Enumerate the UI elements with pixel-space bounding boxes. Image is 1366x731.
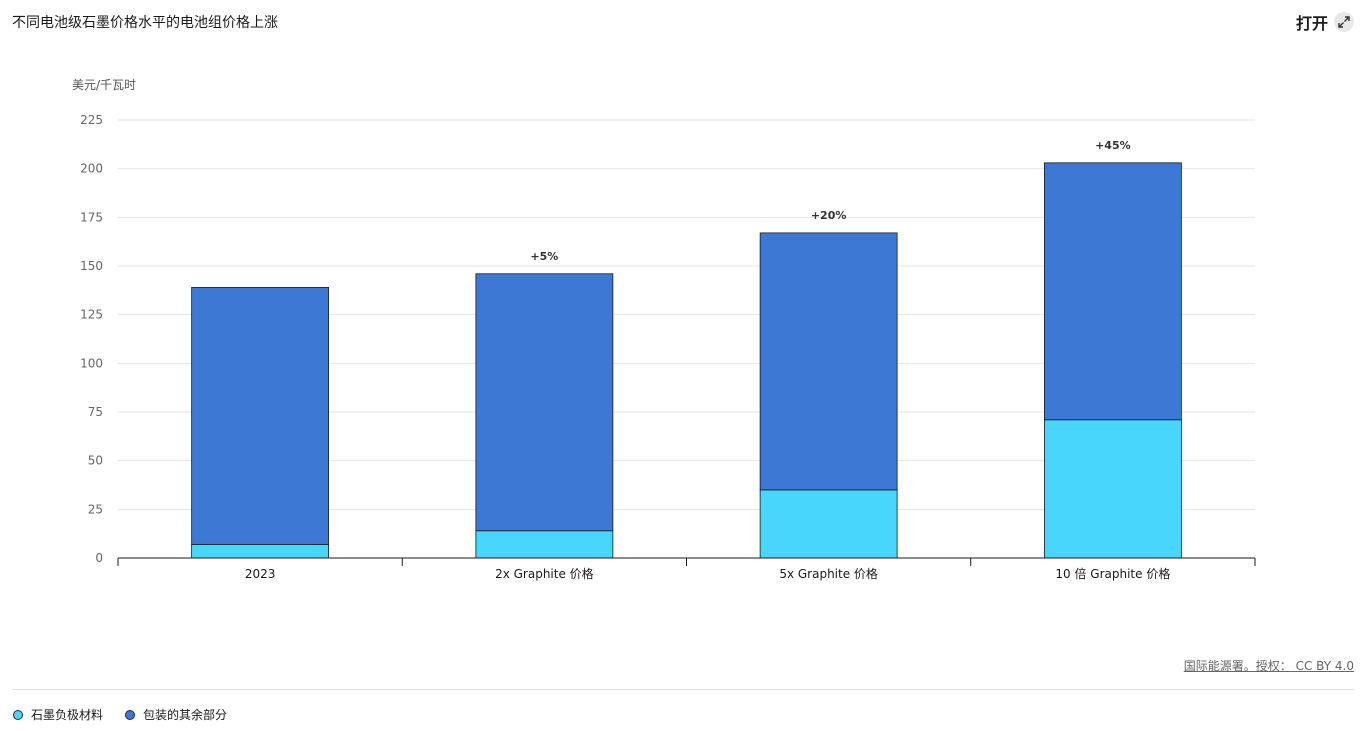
bar-segment [475, 530, 614, 559]
y-tick-label: 225 [80, 113, 103, 127]
bar-segment [759, 232, 898, 491]
bar-annotation: +20% [811, 209, 847, 222]
x-tick-label: 2x Graphite 价格 [495, 566, 594, 581]
bar-annotation: +45% [1095, 139, 1131, 152]
x-tick-label: 2023 [245, 567, 276, 581]
bar-segment [475, 273, 614, 532]
chart-title: 不同电池级石墨价格水平的电池组价格上涨 [12, 15, 278, 31]
bar-segment [191, 543, 330, 559]
legend-item-graphite[interactable]: 石墨负极材料 [13, 706, 103, 723]
y-tick-label: 150 [80, 259, 103, 273]
legend-swatch-rest [125, 709, 136, 720]
y-tick-label: 125 [80, 308, 103, 322]
legend-label-graphite: 石墨负极材料 [31, 708, 104, 722]
license-text: CC BY 4.0 [1295, 659, 1354, 673]
y-tick-label: 25 [88, 502, 103, 516]
legend-label-rest: 包装的其余部分 [143, 708, 228, 722]
expand-icon[interactable] [1334, 12, 1354, 32]
y-axis-label: 美元/千瓦时 [72, 78, 136, 92]
y-tick-label: 0 [95, 551, 103, 565]
bar-segment [1043, 419, 1182, 559]
source-text: 国际能源署。授权： [1183, 659, 1292, 673]
x-tick-label: 5x Graphite 价格 [779, 566, 878, 581]
y-tick-label: 50 [88, 454, 103, 468]
y-tick-label: 75 [88, 405, 103, 419]
bar-segment [1043, 162, 1182, 421]
legend-swatch-graphite [13, 709, 23, 720]
legend-divider [12, 689, 1354, 690]
legend: 石墨负极材料 包装的其余部分 [13, 706, 227, 723]
open-button[interactable]: 打开 [1296, 10, 1354, 34]
legend-item-rest[interactable]: 包装的其余部分 [125, 706, 227, 723]
x-tick-label: 10 倍 Graphite 价格 [1055, 566, 1170, 581]
open-label: 打开 [1295, 14, 1328, 33]
y-tick-label: 200 [80, 162, 103, 176]
stacked-bar-chart: 美元/千瓦时 0 25 50 75 100 125 150 175 200 225 2023 +5% 2x… [72, 78, 1256, 581]
bar-segment [191, 287, 330, 545]
y-tick-label: 100 [80, 356, 103, 370]
bar-segment [759, 489, 898, 559]
source-attribution-link[interactable]: 国际能源署。授权： CC BY 4.0 [1184, 657, 1354, 674]
y-tick-label: 175 [80, 210, 103, 224]
bar-annotation: +5% [530, 250, 558, 263]
